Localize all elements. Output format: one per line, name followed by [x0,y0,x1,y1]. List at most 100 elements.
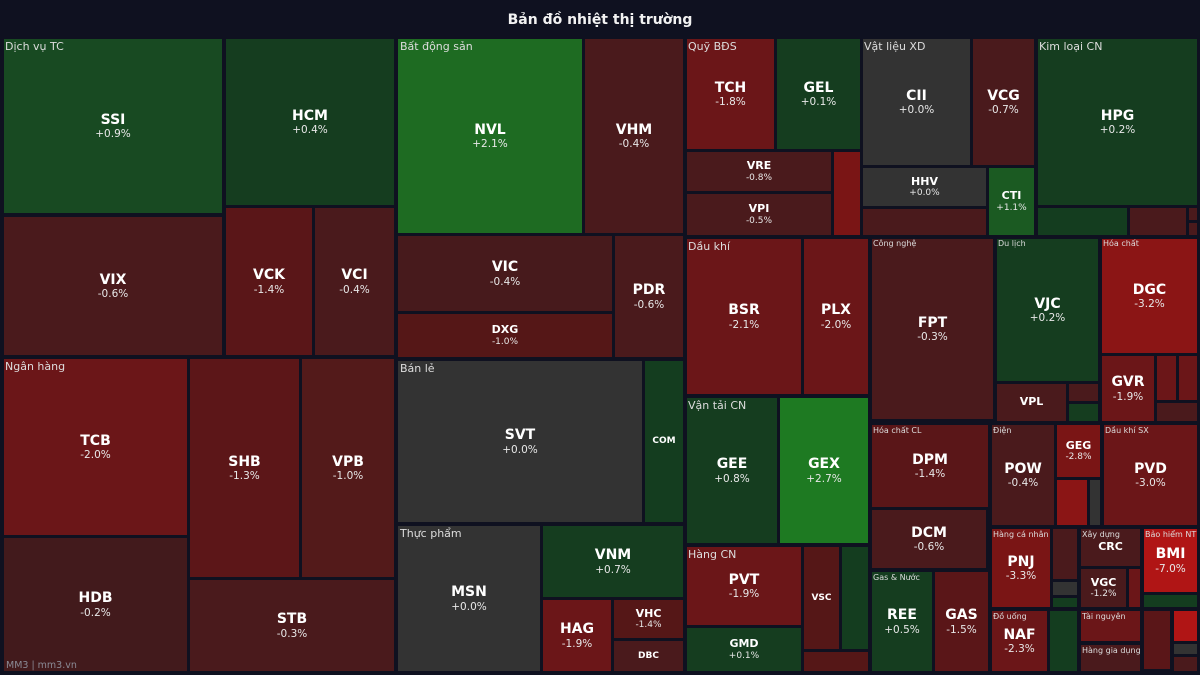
stock-change: -2.0% [80,449,111,462]
stock-tile-minor[interactable] [1128,568,1141,608]
stock-ticker: HHV [911,174,938,188]
stock-tile-minor[interactable] [1173,656,1198,672]
stock-tile-minor[interactable] [1129,207,1187,236]
stock-tile-vre[interactable]: VRE -0.8% [686,151,832,192]
stock-tile-svt[interactable]: SVT +0.0% [397,360,643,523]
stock-tile-pow[interactable]: POW -0.4% [991,424,1055,526]
stock-tile-pdr[interactable]: PDR -0.6% [614,235,684,358]
stock-tile-dgc[interactable]: DGC -3.2% [1101,238,1198,354]
stock-tile-minor[interactable] [1173,643,1198,655]
stock-tile-msn[interactable]: MSN +0.0% [397,525,541,672]
stock-tile-vpb[interactable]: VPB -1.0% [301,358,395,578]
stock-tile-minor[interactable] [1143,610,1171,670]
stock-tile-vhm[interactable]: VHM -0.4% [584,38,684,234]
stock-tile-crc[interactable]: CRC [1080,528,1141,567]
stock-tile-gmd[interactable]: GMD +0.1% [686,627,802,672]
stock-tile-nvl[interactable]: NVL +2.1% [397,38,583,234]
stock-tile-minor[interactable] [1143,594,1198,608]
stock-tile-minor[interactable] [1068,383,1099,402]
stock-tile-ree[interactable]: REE +0.5% [871,571,933,672]
stock-tile-hag[interactable]: HAG -1.9% [542,599,612,672]
stock-tile-gvr[interactable]: GVR -1.9% [1101,355,1155,422]
stock-tile-com[interactable]: COM [644,360,684,523]
stock-tile-minor[interactable] [1156,355,1177,401]
stock-tile-gee[interactable]: GEE +0.8% [686,397,778,544]
stock-tile-vgc[interactable]: VGC -1.2% [1080,568,1127,608]
stock-tile-plx[interactable]: PLX -2.0% [803,238,869,395]
stock-tile-vjc[interactable]: VJC +0.2% [996,238,1099,382]
stock-tile-bmi[interactable]: BMI -7.0% [1143,528,1198,593]
stock-tile-minor[interactable] [1188,207,1198,221]
stock-tile-minor[interactable] [1052,597,1078,608]
stock-ticker: GVR [1111,374,1145,391]
stock-change: -0.6% [633,298,665,311]
stock-ticker: DPM [912,451,948,468]
stock-tile-minor[interactable] [833,151,861,236]
stock-tile-minor[interactable] [1188,222,1198,236]
stock-tile-minor[interactable] [987,509,989,569]
stock-ticker: DBC [638,650,659,661]
stock-ticker: PVD [1134,460,1167,477]
stock-tile-vhc[interactable]: VHC -1.4% [613,599,684,639]
stock-tile-minor[interactable] [1052,528,1078,580]
stock-tile-vck[interactable]: VCK -1.4% [225,207,313,356]
stock-tile-minor[interactable] [1068,403,1099,422]
stock-tile-minor[interactable] [1056,479,1088,526]
stock-tile-vcg[interactable]: VCG -0.7% [972,38,1035,166]
stock-tile-stb[interactable]: STB -0.3% [189,579,395,672]
stock-tile-pvt[interactable]: PVT -1.9% [686,546,802,626]
stock-tile-dpm[interactable]: DPM -1.4% [871,424,989,508]
stock-change: +2.7% [806,472,842,485]
stock-ticker: PNJ [1007,553,1035,570]
stock-tile-cti[interactable]: CTI +1.1% [988,167,1035,236]
stock-tile-tch[interactable]: TCH -1.8% [686,38,775,150]
stock-tile-gel[interactable]: GEL +0.1% [776,38,861,150]
stock-tile-minor[interactable] [1173,610,1198,642]
stock-tile-minor[interactable] [1052,581,1078,596]
stock-tile-dcm[interactable]: DCM -0.6% [871,509,987,569]
stock-tile-hhv[interactable]: HHV +0.0% [862,167,987,207]
stock-tile-minor[interactable] [1080,610,1141,642]
stock-tile-tcb[interactable]: TCB -2.0% [3,358,188,536]
stock-tile-dxg[interactable]: DXG -1.0% [397,313,613,358]
stock-tile-fpt[interactable]: FPT -0.3% [871,238,994,420]
stock-tile-minor[interactable] [841,546,869,650]
stock-tile-minor[interactable] [862,208,987,236]
stock-tile-vsc[interactable]: VSC [803,546,840,650]
stock-change: -0.3% [276,627,308,640]
stock-change: +1.1% [996,202,1027,213]
stock-ticker: STB [276,611,308,628]
stock-tile-vnm[interactable]: VNM +0.7% [542,525,684,598]
stock-tile-vci[interactable]: VCI -0.4% [314,207,395,356]
stock-tile-hdb[interactable]: HDB -0.2% [3,537,188,672]
stock-tile-shb[interactable]: SHB -1.3% [189,358,300,578]
stock-tile-naf[interactable]: NAF -2.3% [991,610,1048,672]
stock-tile-ssi[interactable]: SSI +0.9% [3,38,223,214]
stock-tile-bsr[interactable]: BSR -2.1% [686,238,802,395]
stock-tile-gas[interactable]: GAS -1.5% [934,571,989,672]
stock-tile-pvd[interactable]: PVD -3.0% [1103,424,1198,526]
stock-tile-cii[interactable]: CII +0.0% [862,38,971,166]
stock-tile-minor[interactable] [803,651,869,672]
stock-change: -0.8% [745,172,773,183]
stock-tile-vix[interactable]: VIX -0.6% [3,216,223,356]
stock-tile-minor[interactable] [1037,207,1128,236]
stock-tile-minor[interactable] [1080,644,1141,672]
stock-tile-dbc[interactable]: DBC [613,640,684,672]
stock-tile-vic[interactable]: VIC -0.4% [397,235,613,312]
stock-tile-minor[interactable] [1156,402,1198,422]
stock-change: -2.3% [1004,643,1035,656]
stock-tile-minor[interactable] [1178,355,1198,401]
stock-tile-minor[interactable] [1049,610,1078,672]
stock-tile-hpg[interactable]: HPG +0.2% [1037,38,1198,206]
stock-tile-minor[interactable] [1089,479,1101,526]
stock-tile-geg[interactable]: GEG -2.8% [1056,424,1101,478]
stock-tile-gex[interactable]: GEX +2.7% [779,397,869,544]
stock-tile-hcm[interactable]: HCM +0.4% [225,38,395,206]
stock-tile-vpl[interactable]: VPL [996,383,1067,422]
stock-tile-pnj[interactable]: PNJ -3.3% [991,528,1051,608]
stock-change: -0.4% [1007,477,1039,490]
stock-tile-vpi[interactable]: VPI -0.5% [686,193,832,236]
stock-change: -1.4% [635,620,662,631]
stock-ticker: DCM [911,524,947,541]
